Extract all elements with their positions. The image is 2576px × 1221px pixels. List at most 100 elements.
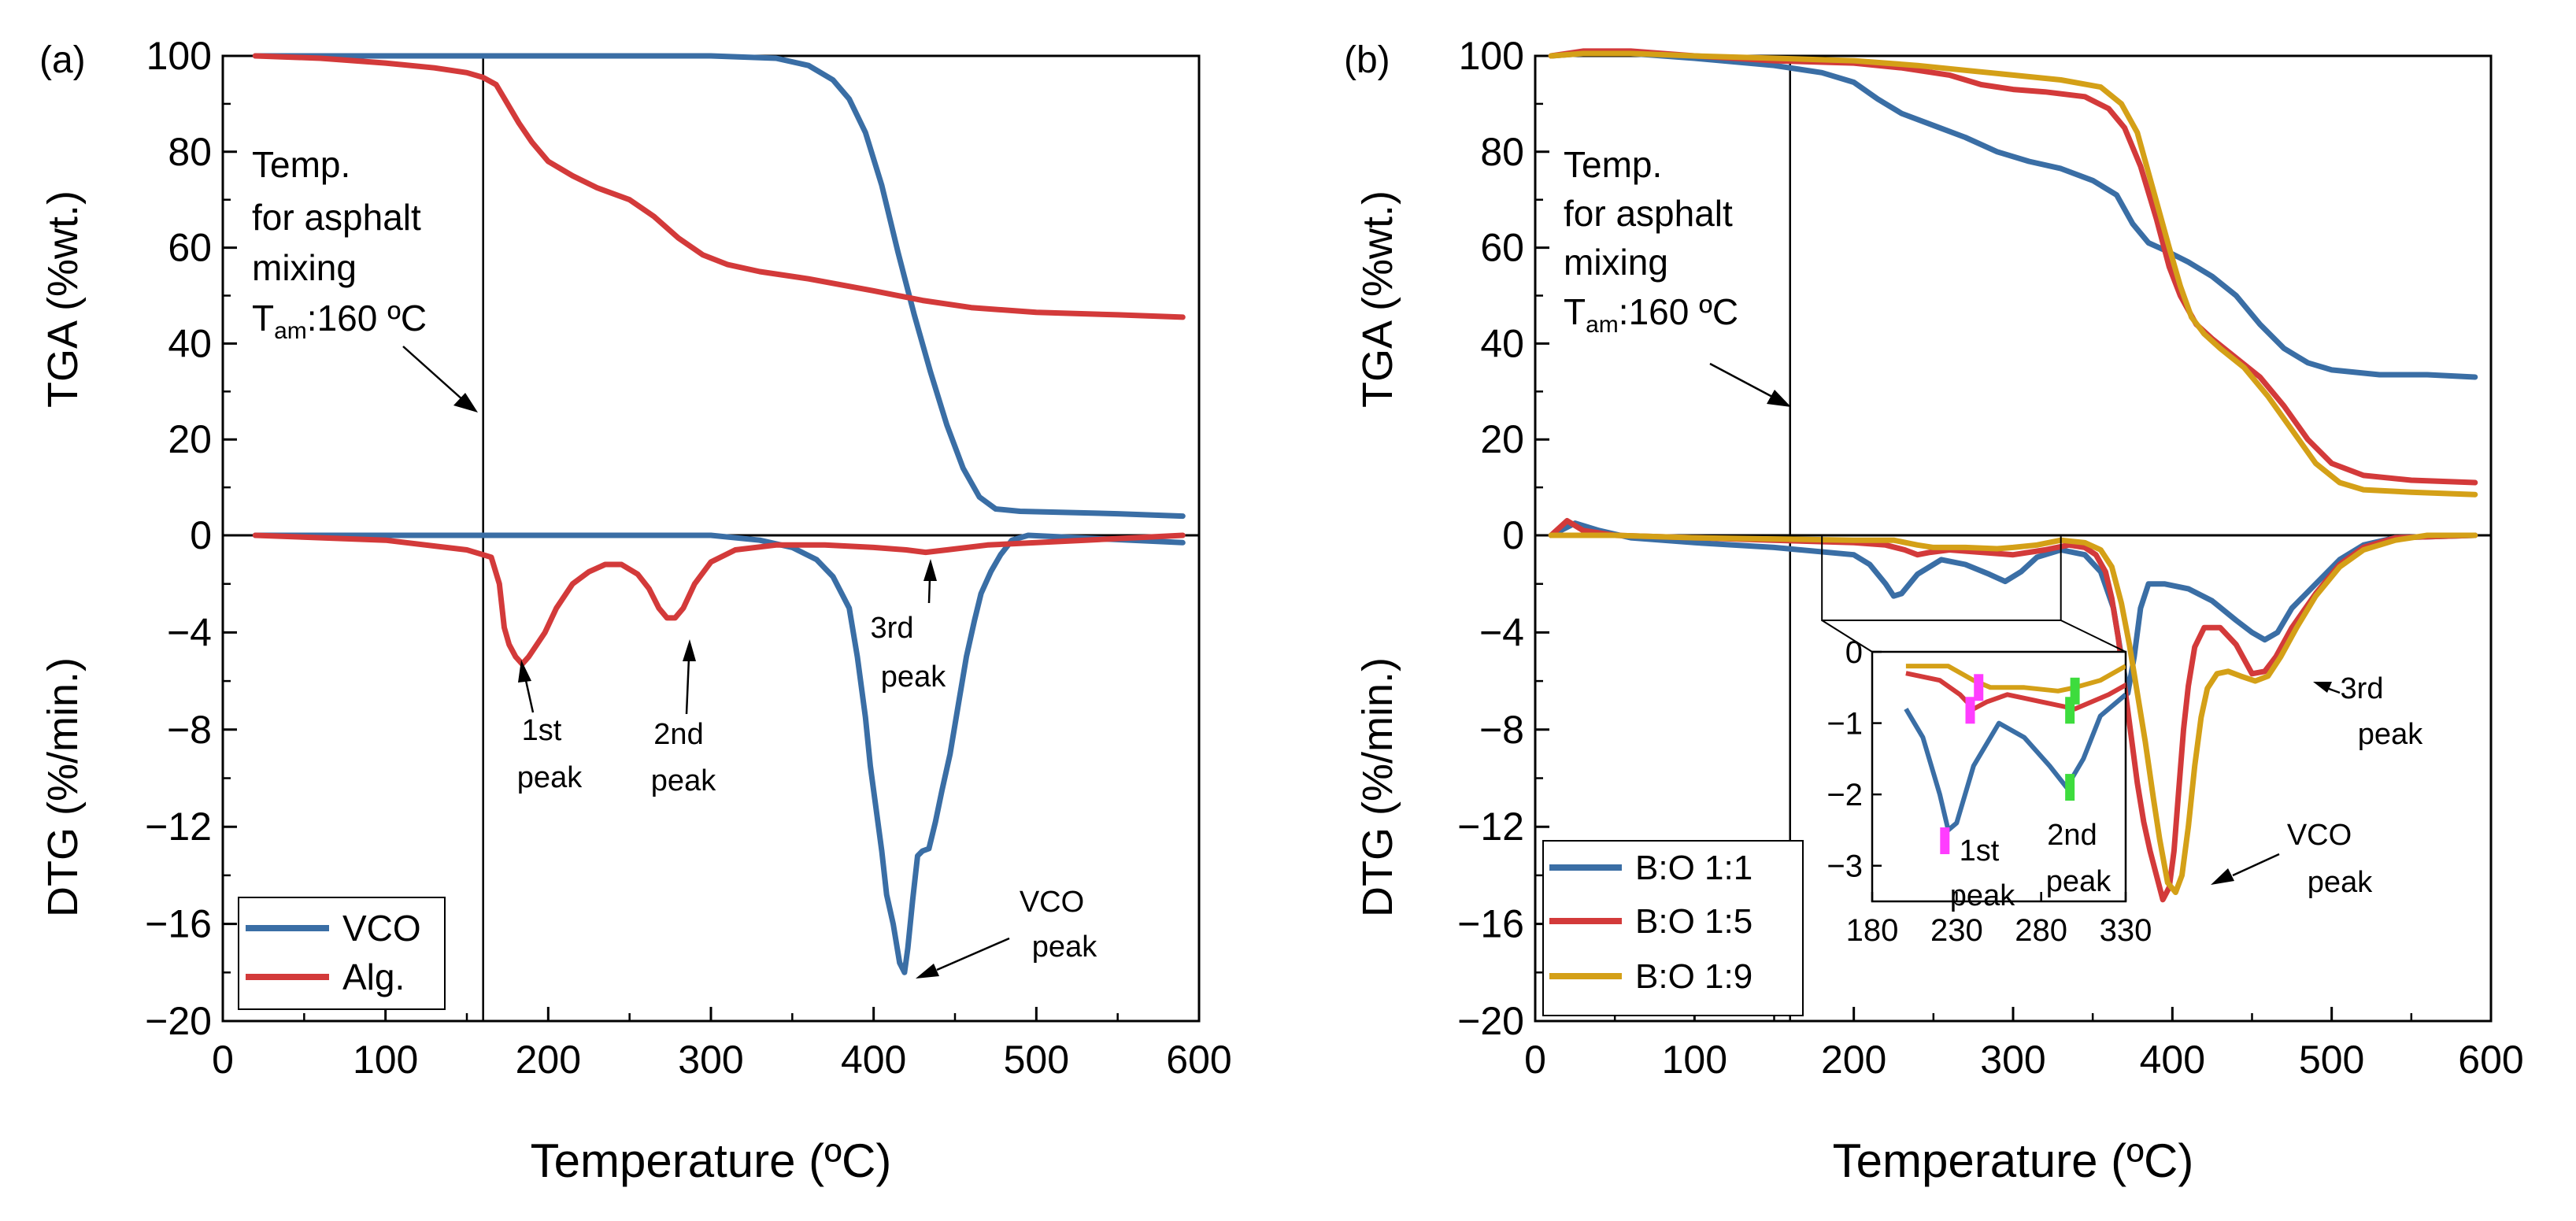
x-tick-label: 100 (353, 1038, 418, 1082)
inset-x-tick-label: 330 (2100, 913, 2152, 948)
tga-tick-label: 20 (1480, 417, 1524, 461)
dtg-tick-label: −12 (145, 805, 212, 849)
tga-series-alg (252, 53, 1186, 320)
panel-a-peak1-l1: 1st (522, 714, 562, 747)
inset-peak-marker (2065, 774, 2075, 801)
dtg-tick-label: 0 (190, 513, 212, 557)
dtg-series-b-o-1-9 (1548, 532, 2478, 895)
dtg-tick-label: 0 (1502, 513, 1524, 557)
inset-x-tick-label: 180 (1846, 913, 1899, 948)
panel-b-axes: 0 100 200 300 400 500 60020406080100−20−16−12−… (1457, 34, 2524, 1082)
tga-series-vco (252, 53, 1186, 520)
panel-a-vco-peak-l2: peak (1032, 931, 1097, 964)
inset-series-b-o-1-9 (1905, 664, 2126, 694)
inset-peak-marker (2070, 677, 2080, 705)
tga-tick-label: 20 (168, 417, 212, 461)
tga-tick-label: 100 (1459, 34, 1524, 78)
x-tick-label: 300 (678, 1038, 743, 1082)
panel-a-label: (a) (39, 39, 86, 81)
inset-peak2-l1: 2nd (2047, 819, 2097, 852)
dtg-tick-label: −16 (1457, 902, 1524, 946)
x-tick-label: 600 (1166, 1038, 1231, 1082)
panel-b-vco-peak-l2: peak (2308, 866, 2373, 899)
tga-tick-label: 40 (1480, 321, 1524, 365)
inset-y-tick-label: −2 (1827, 778, 1863, 812)
legend-vco-label: VCO (342, 908, 421, 949)
panel-a-peak1-arrow (518, 660, 535, 713)
x-tick-label: 0 (212, 1038, 234, 1082)
panel-a: (a) 0 100 200 300 400 500 600 20 40 60 80 100 −20 −16… (39, 34, 1232, 1187)
inset-series-b-o-1-5 (1905, 671, 2126, 712)
tga-series-b-o-1-1 (1548, 50, 2478, 380)
legend-alg-label: Alg. (342, 956, 405, 997)
tga-tick-label: 60 (168, 226, 212, 270)
dtg-series-alg (252, 532, 1186, 667)
panel-a-vco-peak-arrow (916, 937, 1010, 979)
inset-y-tick-label: −3 (1827, 849, 1863, 884)
dtg-tick-label: −8 (167, 708, 212, 752)
dtg-tick-label: −20 (1457, 999, 1524, 1043)
panel-b-legend: B:O 1:1 B:O 1:5 B:O 1:9 (1542, 840, 1804, 1016)
panel-b: (b) 0 100 200 300 400 500 60020406080100−20−16… (1344, 34, 2524, 1187)
tga-tick-label: 80 (1480, 130, 1524, 174)
panel-b-annot-line4: Tam:160 ºC (1564, 291, 1738, 338)
inset-peak1-l1: 1st (1960, 834, 2000, 868)
inset-peak2-l2: peak (2046, 865, 2112, 898)
tga-series-b-o-1-9 (1548, 50, 2478, 498)
panel-b-dtg-title: DTG (%/min.) (1354, 657, 1401, 917)
panel-b-peak3-arrow (2313, 682, 2341, 694)
panel-b-plot (1548, 48, 2478, 903)
inset-series-b-o-1-1 (1904, 693, 2126, 833)
panel-a-peak3-arrow (923, 559, 937, 604)
panel-a-peak2-l2: peak (651, 764, 716, 797)
panel-a-peak1-l2: peak (517, 761, 583, 794)
panel-a-peak3-l2: peak (881, 660, 946, 694)
tga-tick-label: 80 (168, 130, 212, 174)
panel-b-label: (b) (1344, 39, 1390, 81)
dtg-tick-label: −20 (145, 999, 212, 1043)
dtg-series-b-o-1-1 (1548, 520, 2478, 696)
panel-a-peak2-l1: 2nd (653, 718, 703, 751)
x-tick-label: 200 (1821, 1038, 1886, 1082)
panel-a-annot-line4: Tam:160 ºC (252, 298, 427, 344)
x-tick-label: 100 (1662, 1038, 1727, 1082)
x-tick-label: 400 (841, 1038, 906, 1082)
panel-a-annot-arrow (402, 346, 478, 413)
x-tick-label: 500 (1004, 1038, 1069, 1082)
inset-frame (1871, 650, 2127, 903)
panel-a-x-title: Temperature (ºC) (531, 1134, 892, 1187)
panel-a-axes: 0 100 200 300 400 500 600 20 40 60 80 100 −20 −16 −12 −… (145, 34, 1232, 1082)
panel-a-peak3-l1: 3rd (871, 612, 914, 645)
panel-b-vco-peak-l1: VCO (2287, 819, 2352, 852)
panel-a-plot (252, 53, 1186, 975)
panel-a-annot-line3: mixing (252, 247, 357, 288)
dtg-series-vco (252, 532, 1186, 975)
legend-bo15-label: B:O 1:5 (1635, 902, 1752, 941)
panel-b-tga-title: TGA (%wt.) (1354, 191, 1401, 408)
inset-x-tick-label: 230 (1930, 913, 1983, 948)
dtg-tick-label: −8 (1479, 708, 1524, 752)
dtg-tick-label: −4 (1479, 610, 1524, 654)
dtg-tick-label: −16 (145, 902, 212, 946)
x-tick-label: 0 (1524, 1038, 1546, 1082)
x-tick-label: 500 (2299, 1038, 2364, 1082)
inset-connector-right (2060, 620, 2126, 653)
panel-a-vco-peak-l1: VCO (1020, 886, 1084, 919)
inset-y-tick-label: −1 (1827, 707, 1863, 742)
x-tick-label: 300 (1980, 1038, 2045, 1082)
tga-series-b-o-1-5 (1548, 48, 2478, 486)
panel-a-annot-line1: Temp. (252, 144, 350, 185)
inset-plot: 180 230 280 330 −3 −2 −1 0 (1821, 535, 2152, 948)
panel-a-annot-line2: for asphalt (252, 197, 421, 238)
legend-bo19-label: B:O 1:9 (1635, 957, 1752, 996)
panel-b-peak3-l2: peak (2358, 718, 2423, 751)
inset-peak1-l2: peak (1950, 879, 2015, 912)
x-tick-label: 200 (516, 1038, 581, 1082)
dtg-series-b-o-1-5 (1548, 518, 2478, 903)
panel-b-annot-arrow (1709, 362, 1791, 407)
x-tick-label: 600 (2458, 1038, 2523, 1082)
panel-b-annot-line3: mixing (1564, 242, 1668, 283)
inset-zoom-box (1821, 535, 2062, 621)
inset-peak-marker (1974, 674, 1984, 701)
